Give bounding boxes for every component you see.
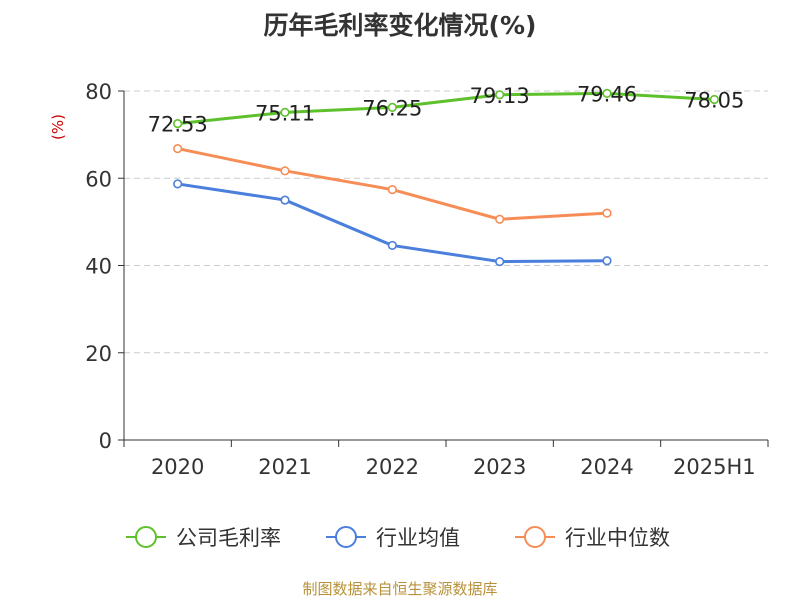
- x-tick-label: 2025H1: [673, 455, 756, 479]
- x-tick-label: 2023: [473, 455, 526, 479]
- x-tick-label: 2024: [580, 455, 633, 479]
- data-label: 75.11: [255, 101, 315, 125]
- data-point: [280, 107, 290, 117]
- series-line: [176, 91, 716, 126]
- data-point: [602, 208, 612, 218]
- axis-layer: 0 20 40 60 80 2020 2021 2022 2023 2024 2025H1: [85, 80, 769, 479]
- data-point: [173, 118, 183, 129]
- data-point: [387, 102, 397, 112]
- data-label: 78.05: [684, 89, 744, 113]
- legend-marker: [524, 526, 546, 548]
- y-tick-label: 40: [85, 255, 112, 279]
- x-tick-label: 2021: [258, 455, 311, 479]
- data-label: 76.25: [362, 96, 422, 120]
- grid-layer: [124, 90, 768, 354]
- data-point: [495, 256, 505, 267]
- data-point: [280, 195, 290, 205]
- legend-label: 公司毛利率: [176, 526, 281, 550]
- data-point: [387, 240, 397, 251]
- data-point: [173, 143, 183, 154]
- y-tick-label: 0: [99, 429, 112, 453]
- legend-marker: [335, 526, 357, 548]
- data-label: 79.13: [470, 84, 530, 108]
- y-axis-unit-label: (%): [49, 114, 67, 140]
- data-label: 72.53: [148, 113, 208, 137]
- data-label-layer: 72.53 75.11 76.25 79.13 79.46 78.05: [148, 82, 745, 136]
- data-point: [280, 166, 290, 176]
- data-point: [602, 88, 612, 98]
- series-layer: [173, 88, 719, 267]
- y-tick-label: 20: [85, 342, 112, 366]
- data-point: [387, 184, 397, 195]
- series-line: [176, 147, 609, 221]
- data-point: [709, 94, 719, 105]
- legend: 公司毛利率 行业均值 行业中位数: [126, 526, 670, 550]
- chart-title: 历年毛利率变化情况(%): [263, 11, 537, 40]
- data-label: 79.46: [577, 82, 637, 106]
- y-tick-label: 60: [85, 167, 112, 191]
- data-point: [173, 179, 183, 189]
- legend-label: 行业均值: [376, 526, 460, 550]
- data-point: [602, 256, 612, 266]
- legend-marker: [135, 526, 157, 548]
- y-tick-label: 80: [85, 80, 112, 104]
- data-point: [495, 90, 505, 100]
- legend-label: 行业中位数: [565, 526, 670, 550]
- x-tick-label: 2020: [151, 455, 204, 479]
- x-tick-label: 2022: [366, 455, 419, 479]
- source-note: 制图数据来自恒生聚源数据库: [302, 580, 498, 598]
- data-point: [495, 214, 505, 224]
